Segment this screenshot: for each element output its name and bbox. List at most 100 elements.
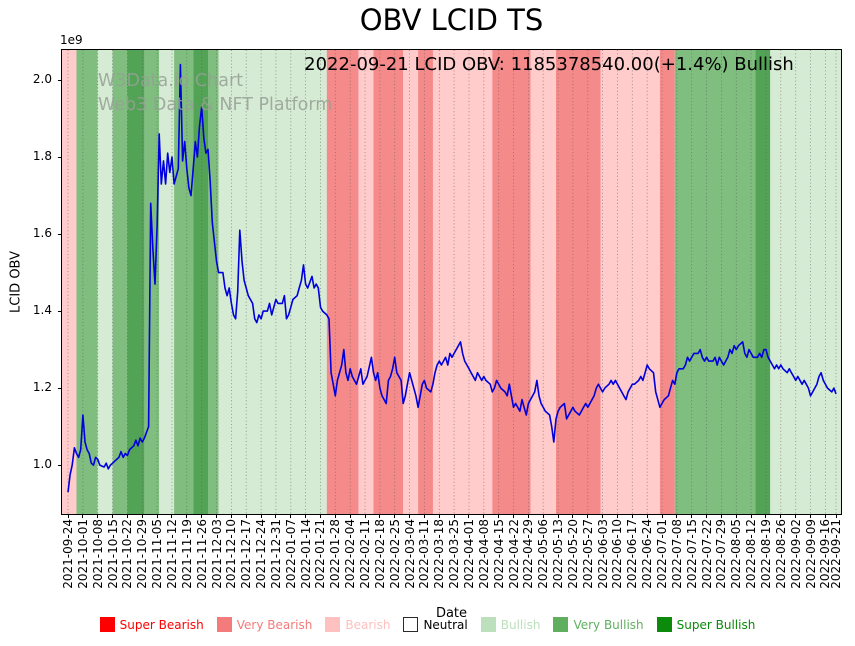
y-axis-title: LCID OBV	[8, 251, 24, 313]
x-tick-label: 2022-08-26	[773, 519, 788, 589]
x-tick-mark	[572, 514, 574, 518]
x-tick-mark	[409, 514, 411, 518]
x-tick-label: 2022-03-04	[402, 519, 417, 589]
x-tick-label: 2021-11-19	[179, 519, 194, 589]
x-tick-label: 2022-08-12	[744, 519, 759, 589]
y-tick-label: 1.0	[32, 457, 52, 472]
x-tick-label: 2022-01-14	[298, 519, 313, 589]
x-tick-label: 2022-07-01	[655, 519, 670, 589]
x-tick-mark	[112, 514, 114, 518]
x-tick-label: 2021-10-01	[75, 519, 90, 589]
x-tick-mark	[513, 514, 515, 518]
x-tick-label: 2022-03-11	[417, 519, 432, 589]
signal-band-bearish	[62, 50, 77, 514]
x-tick-mark	[720, 514, 722, 518]
signal-band-super-bullish	[127, 50, 145, 514]
x-tick-label: 2021-12-10	[224, 519, 239, 589]
x-tick-mark	[498, 514, 500, 518]
x-tick-label: 2022-02-04	[343, 519, 358, 589]
signal-band-very-bearish	[556, 50, 601, 514]
x-tick-mark	[141, 514, 143, 518]
signal-band-super-bullish	[193, 50, 209, 514]
x-tick-label: 2022-07-08	[669, 519, 684, 589]
signal-band-very-bearish	[418, 50, 433, 514]
x-tick-mark	[631, 514, 633, 518]
x-tick-label: 2022-04-22	[506, 519, 521, 589]
x-tick-label: 2022-01-07	[283, 519, 298, 589]
y-tick-label: 2.0	[32, 72, 52, 87]
legend-item-super-bullish: Super Bullish	[656, 617, 756, 632]
x-tick-label: 2022-05-20	[565, 519, 580, 589]
x-tick-label: 2022-04-15	[491, 519, 506, 589]
x-tick-label: 2022-05-06	[536, 519, 551, 589]
plot-canvas	[62, 50, 841, 514]
x-tick-label: 2021-09-24	[61, 519, 75, 589]
x-tick-label: 2021-10-29	[135, 519, 150, 589]
x-tick-label: 2022-03-25	[447, 519, 462, 589]
x-tick-mark	[557, 514, 559, 518]
x-tick-mark	[423, 514, 425, 518]
x-tick-label: 2022-09-16	[818, 519, 833, 589]
x-tick-mark	[661, 514, 663, 518]
signal-band-very-bullish	[112, 50, 128, 514]
x-tick-mark	[394, 514, 396, 518]
x-tick-label: 2021-11-26	[194, 519, 209, 589]
legend-label-super-bearish: Super Bearish	[119, 617, 204, 632]
x-tick-mark	[438, 514, 440, 518]
x-tick-mark	[646, 514, 648, 518]
x-tick-mark	[319, 514, 321, 518]
x-tick-label: 2022-02-18	[372, 519, 387, 589]
signal-band-super-bullish	[755, 50, 771, 514]
watermark-line-1: W3Data.io Chart	[98, 71, 244, 91]
legend-label-neutral: Neutral	[423, 617, 468, 632]
x-tick-label: 2022-05-13	[551, 519, 566, 589]
x-tick-mark	[305, 514, 307, 518]
x-tick-label: 2021-12-03	[209, 519, 224, 589]
x-tick-label: 2022-06-10	[610, 519, 625, 589]
x-tick-mark	[260, 514, 262, 518]
x-tick-label: 2022-03-18	[432, 519, 447, 589]
x-tick-label: 2022-09-21	[829, 519, 843, 589]
x-tick-label: 2022-01-21	[313, 519, 328, 589]
x-tick-label: 2021-12-24	[254, 519, 269, 589]
x-tick-mark	[750, 514, 752, 518]
x-tick-mark	[483, 514, 485, 518]
x-tick-mark	[349, 514, 351, 518]
x-tick-mark	[810, 514, 812, 518]
x-tick-mark	[364, 514, 366, 518]
x-tick-mark	[230, 514, 232, 518]
x-tick-mark	[780, 514, 782, 518]
legend-swatch-bullish	[480, 617, 496, 632]
x-tick-mark	[186, 514, 188, 518]
x-tick-label: 2021-10-22	[120, 519, 135, 589]
signal-band-bullish	[770, 50, 841, 514]
x-tick-mark	[171, 514, 173, 518]
x-tick-mark	[468, 514, 470, 518]
x-tick-label: 2022-04-08	[476, 519, 491, 589]
signal-band-bearish	[432, 50, 493, 514]
x-axis-title: Date	[435, 606, 468, 621]
legend-label-super-bullish: Super Bullish	[676, 617, 756, 632]
x-tick-label: 2022-08-05	[729, 519, 744, 589]
x-tick-mark	[245, 514, 247, 518]
signal-band-very-bullish	[208, 50, 219, 514]
legend-item-neutral: Neutral	[403, 617, 468, 632]
x-tick-mark	[765, 514, 767, 518]
x-tick-mark	[795, 514, 797, 518]
chart-title: OBV LCID TS	[359, 3, 544, 37]
x-tick-mark	[97, 514, 99, 518]
signal-band-very-bearish	[659, 50, 675, 514]
x-tick-mark	[527, 514, 529, 518]
y-tick-label: 1.8	[32, 149, 52, 164]
signal-band-very-bearish	[373, 50, 404, 514]
y-axis-offset-label: 1e9	[60, 33, 83, 47]
x-tick-label: 2022-07-22	[699, 519, 714, 589]
signal-band-bearish	[600, 50, 660, 514]
y-tick-label: 1.6	[32, 226, 52, 241]
x-tick-label: 2021-12-31	[268, 519, 283, 589]
legend-item-very-bearish: Very Bearish	[216, 617, 312, 632]
x-tick-label: 2022-06-03	[595, 519, 610, 589]
legend: Super Bearish Very Bearish Bearish Neutral B…	[0, 617, 855, 632]
legend-swatch-very-bearish	[216, 617, 232, 632]
